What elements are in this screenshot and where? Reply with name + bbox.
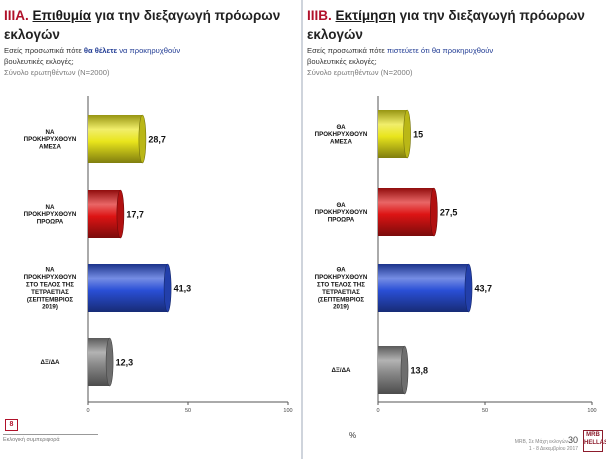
- left-question-part3: να προκηρυχθούν: [117, 46, 181, 55]
- chart-0-bar-cap-0: [138, 114, 147, 164]
- left-panel: IIIA. Επιθυμία για την διεξαγωγή πρόωρων…: [0, 0, 300, 459]
- chart-1-bar-3: [378, 346, 405, 394]
- chart-1-value-label-2: 43,7: [475, 284, 493, 294]
- panel-divider: [301, 0, 303, 459]
- chart-0-bar-1: [88, 190, 121, 238]
- left-bar-chart: 0 50 100 28,7 ΝΑ ΠΡΟΚΗΡΥΧΘΟΥΝ ΑΜΕΣΑ 17,7 ΝΑ ΠΡΟΚΗ…: [24, 96, 293, 414]
- chart-1-bar-2: [378, 264, 469, 312]
- chart-1-bar-cap-0: [403, 109, 411, 159]
- chart-0-value-label-0: 28,7: [148, 135, 166, 145]
- mrb-page-number: 30: [567, 435, 578, 445]
- chart-1-category-label-1: ΘΑ ΠΡΟΚΗΡΥΧΘΟΥΝ ΠΡΟΩΡΑ: [315, 202, 368, 224]
- percent-unit-label: %: [349, 431, 357, 440]
- right-title-rest: για την διεξαγωγή πρόωρων εκλογών: [307, 8, 585, 42]
- chart-1-value-label-0: 15: [413, 130, 423, 140]
- chart-1-tick-label: 0: [376, 408, 379, 414]
- right-title: IIIB. Εκτίμηση για την διεξαγωγή πρόωρων…: [307, 6, 597, 44]
- chart-0-tick-label: 100: [283, 408, 292, 414]
- left-title-number: IIIA.: [4, 8, 29, 23]
- chart-0-bar-2: [88, 264, 168, 312]
- chart-1-category-label-2: ΘΑ ΠΡΟΚΗΡΥΧΘΟΥΝ ΣΤΟ ΤΕΛΟΣ ΤΗΣ ΤΕΤΡΑΕΤΙΑΣ (ΣΕ…: [315, 267, 368, 311]
- chart-0-bar-cap-2: [163, 263, 172, 313]
- chart-0-category-label-2: ΝΑ ΠΡΟΚΗΡΥΧΘΟΥΝ ΣΤΟ ΤΕΛΟΣ ΤΗΣ ΤΕΤΡΑΕΤΙΑΣ (ΣΕ…: [24, 267, 77, 311]
- mrb-footer-line2: 1 - 8 Δεκεμβρίου 2017: [528, 446, 578, 452]
- chart-1-value-label-1: 27,5: [440, 208, 458, 218]
- chart-1-tick-label: 100: [587, 408, 596, 414]
- chart-1-bar-0: [378, 110, 408, 158]
- chart-1-value-label-3: 13,8: [411, 366, 429, 376]
- mrb-footer: MRB, Σε Μάχη εκλογών30 1 - 8 Δεκεμβρίου …: [478, 435, 578, 453]
- chart-1-category-label-3: ΔΞ/ΔΑ: [331, 367, 351, 374]
- right-question-emphasis: πιστεύετε ότι θα προκηρυχθούν: [386, 46, 494, 55]
- left-question-line2: βουλευτικές εκλογές;: [4, 57, 74, 66]
- right-sample-size: Σύνολο ερωτηθέντων (Ν=2000): [307, 68, 413, 77]
- mrb-footer-line1: MRB, Σε Μάχη εκλογών: [514, 439, 568, 445]
- right-title-number: IIIB.: [307, 8, 332, 23]
- chart-0-tick-label: 0: [86, 408, 89, 414]
- chart-1-category-label-0: ΘΑ ΠΡΟΚΗΡΥΧΘΟΥΝ ΑΜΕΣΑ: [315, 124, 368, 146]
- chart-0-bar-cap-1: [116, 189, 125, 239]
- chart-1-bar-cap-3: [400, 345, 409, 395]
- footer-divider: [3, 434, 98, 435]
- chart-0-category-label-3: ΔΞ/ΔΑ: [40, 359, 60, 366]
- left-sample-size: Σύνολο ερωτηθέντων (Ν=2000): [4, 68, 110, 77]
- mrb-logo: MRB HELLAS: [583, 430, 606, 452]
- chart-0-category-label-1: ΝΑ ΠΡΟΚΗΡΥΧΘΟΥΝ ΠΡΟΩΡΑ: [24, 204, 77, 226]
- chart-0-value-label-1: 17,7: [126, 210, 144, 220]
- right-panel: IIIB. Εκτίμηση για την διεξαγωγή πρόωρων…: [303, 0, 606, 459]
- chart-0-value-label-2: 41,3: [174, 284, 192, 294]
- left-title: IIIA. Επιθυμία για την διεξαγωγή πρόωρων…: [4, 6, 294, 44]
- page-number-badge: 8: [5, 419, 18, 431]
- left-subtitle: Εσείς προσωπικά πότε θα θέλετε να προκηρ…: [4, 45, 294, 78]
- right-subtitle: Εσείς προσωπικά πότε πιστεύετε ότι θα πρ…: [307, 45, 597, 78]
- right-bar-chart: 0 50 100 15 ΘΑ ΠΡΟΚΗΡΥΧΘΟΥΝ ΑΜΕΣΑ 27,5 ΘΑ ΠΡΟΚΗΡΥ…: [315, 96, 597, 414]
- right-question-part1: Εσείς προσωπικά πότε: [307, 46, 387, 55]
- right-question-line2: βουλευτικές εκλογές;: [307, 57, 377, 66]
- left-title-keyword: Επιθυμία: [32, 8, 92, 23]
- chart-0-category-label-0: ΝΑ ΠΡΟΚΗΡΥΧΘΟΥΝ ΑΜΕΣΑ: [24, 129, 77, 151]
- right-title-keyword: Εκτίμηση: [335, 8, 396, 23]
- chart-1-bar-cap-2: [464, 263, 473, 313]
- chart-1-bar-cap-1: [430, 187, 438, 237]
- chart-0-value-label-3: 12,3: [116, 358, 134, 368]
- footer-note: Εκλογική συμπεριφορά: [3, 437, 60, 443]
- chart-1-tick-label: 50: [482, 408, 488, 414]
- chart-0-tick-label: 50: [185, 408, 191, 414]
- left-title-rest: για την διεξαγωγή πρόωρων εκλογών: [4, 8, 281, 42]
- chart-1-bar-1: [378, 188, 434, 236]
- left-question-emphasis: θα θέλετε: [83, 46, 118, 55]
- chart-0-bar-cap-3: [105, 337, 114, 387]
- left-question-part1: Εσείς προσωπικά πότε: [4, 46, 84, 55]
- chart-0-bar-0: [88, 115, 143, 163]
- chart-0-bar-3: [88, 338, 110, 386]
